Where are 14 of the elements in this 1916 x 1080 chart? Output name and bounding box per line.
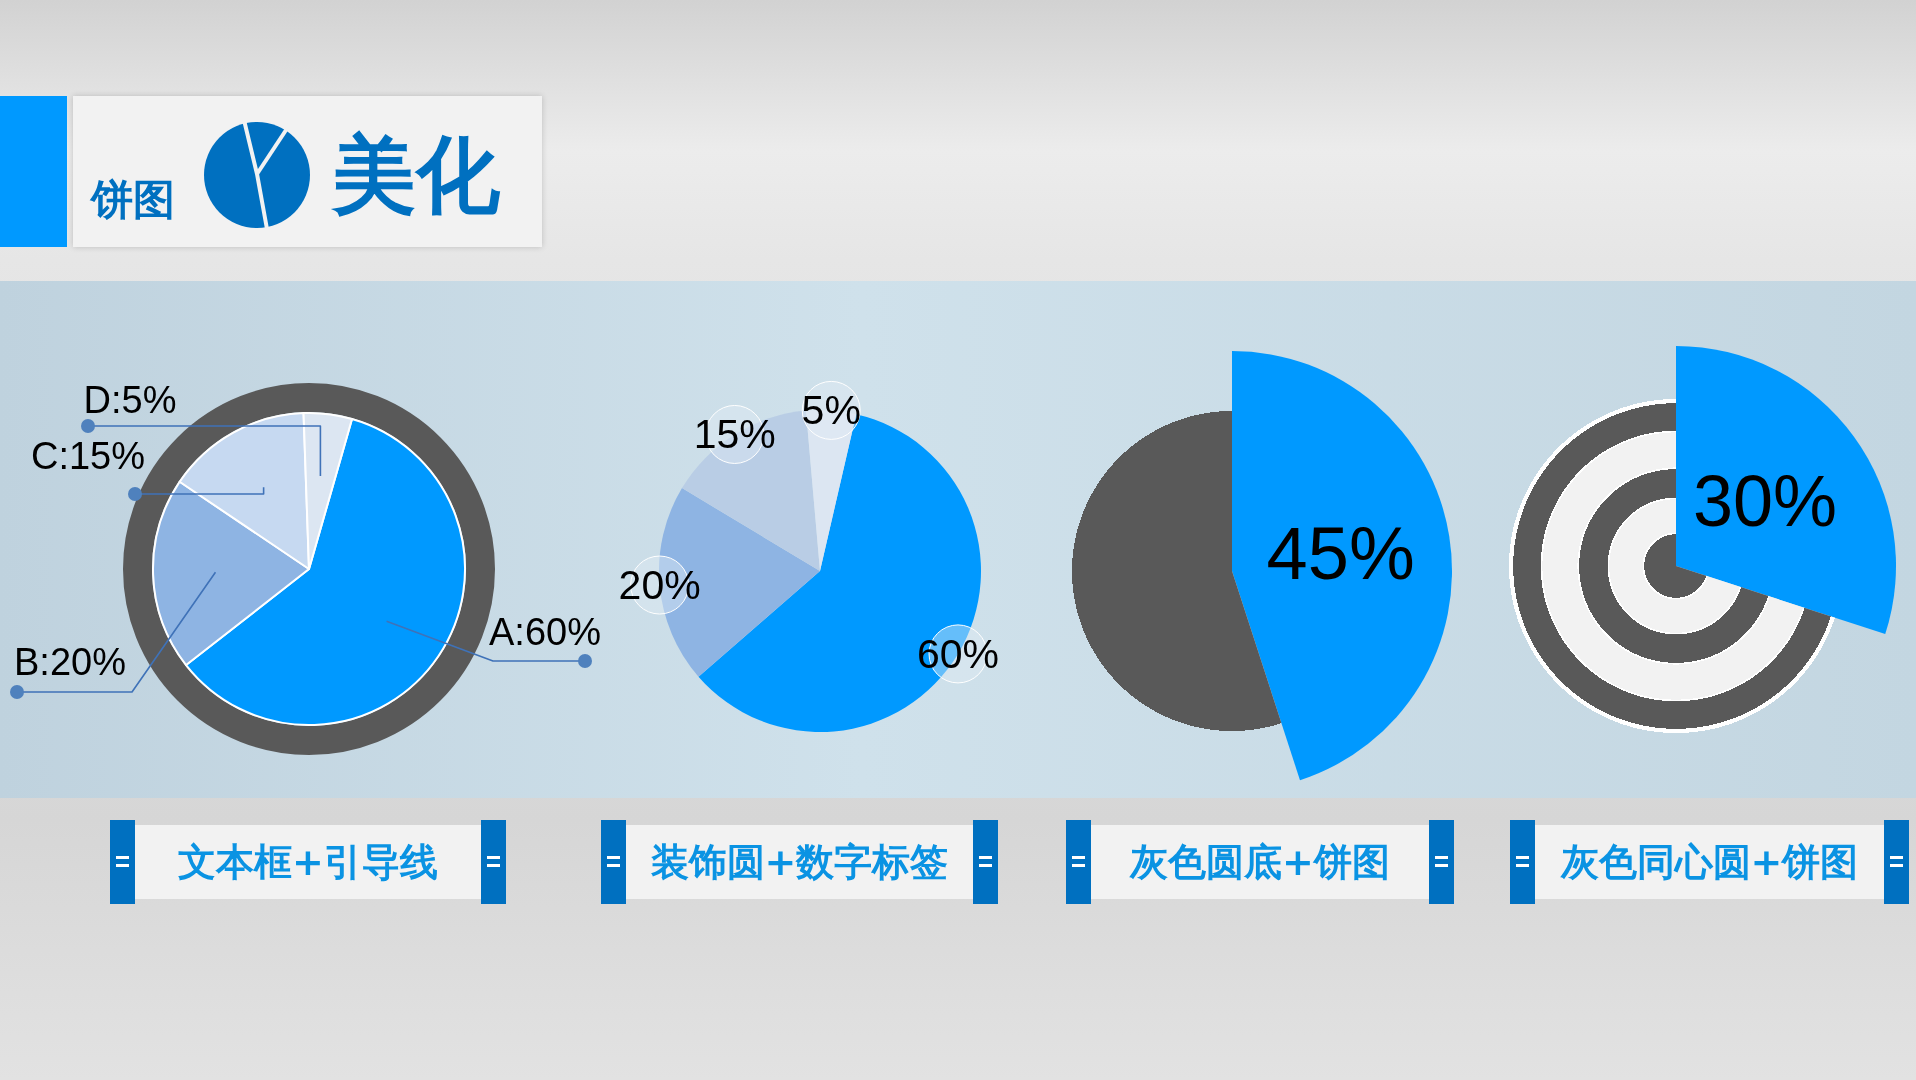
- data-label: D:5%: [83, 379, 177, 421]
- data-label: C:15%: [30, 435, 146, 477]
- caption-box: 文本框+引导线: [135, 825, 481, 899]
- data-label: 5%: [801, 387, 861, 434]
- data-label: A:60%: [489, 611, 601, 653]
- header-panel: 饼图 美化: [73, 96, 542, 247]
- caption-box: 灰色同心圆+饼图: [1535, 825, 1884, 899]
- caption-box: 装饰圆+数字标签: [626, 825, 973, 899]
- data-label: B:20%: [14, 641, 126, 683]
- caption-box: 灰色圆底+饼图: [1091, 825, 1429, 899]
- data-label: 15%: [693, 411, 776, 458]
- data-label: 30%: [1692, 461, 1838, 542]
- data-label: 20%: [618, 562, 701, 609]
- data-label: 45%: [1266, 512, 1415, 596]
